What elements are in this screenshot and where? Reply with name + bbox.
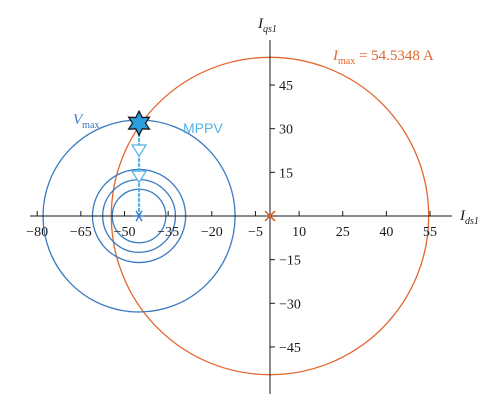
x-tick-label: 25 [336, 225, 350, 240]
x-tick-label: −35 [157, 225, 179, 240]
chart-markers [127, 109, 276, 222]
x-axis-label: Ids1 [459, 208, 479, 227]
chart-plot-area: −80 −65 −50 −35 −20 −5 10 25 40 55 −45 −30 −15 15 30 4… [26, 16, 479, 394]
x-tick-label: 55 [423, 225, 437, 240]
y-tick-label: −45 [279, 341, 301, 356]
x-axis-ticks: −80 −65 −50 −35 −20 −5 10 25 40 55 [26, 211, 437, 240]
operating-point-star-marker [127, 109, 151, 137]
y-axis-label: Iqs1 [257, 16, 277, 35]
x-tick-label: −50 [114, 225, 136, 240]
y-tick-label: −30 [279, 297, 301, 312]
y-tick-label: −15 [279, 254, 301, 269]
x-tick-label: 40 [379, 225, 393, 240]
current-limit-annotation: Imax = 54.5348 A [332, 48, 434, 67]
x-tick-label: −65 [70, 225, 92, 240]
y-tick-label: 15 [279, 166, 293, 181]
y-tick-label: 30 [279, 123, 293, 138]
voltage-limit-annotation: Vmax [73, 112, 99, 131]
y-axis-ticks: −45 −30 −15 15 30 45 [270, 79, 301, 356]
x-tick-label: −80 [26, 225, 48, 240]
y-tick-label: 45 [279, 79, 293, 94]
x-tick-label: −20 [201, 225, 223, 240]
x-tick-label: −5 [248, 225, 263, 240]
mppv-annotation: MPPV [183, 120, 223, 136]
voltage-center-marker [133, 210, 146, 222]
origin-marker [264, 210, 276, 222]
mppv-triangle-marker [130, 144, 148, 158]
x-tick-label: 10 [292, 225, 306, 240]
mppv-triangle-marker [130, 170, 148, 184]
